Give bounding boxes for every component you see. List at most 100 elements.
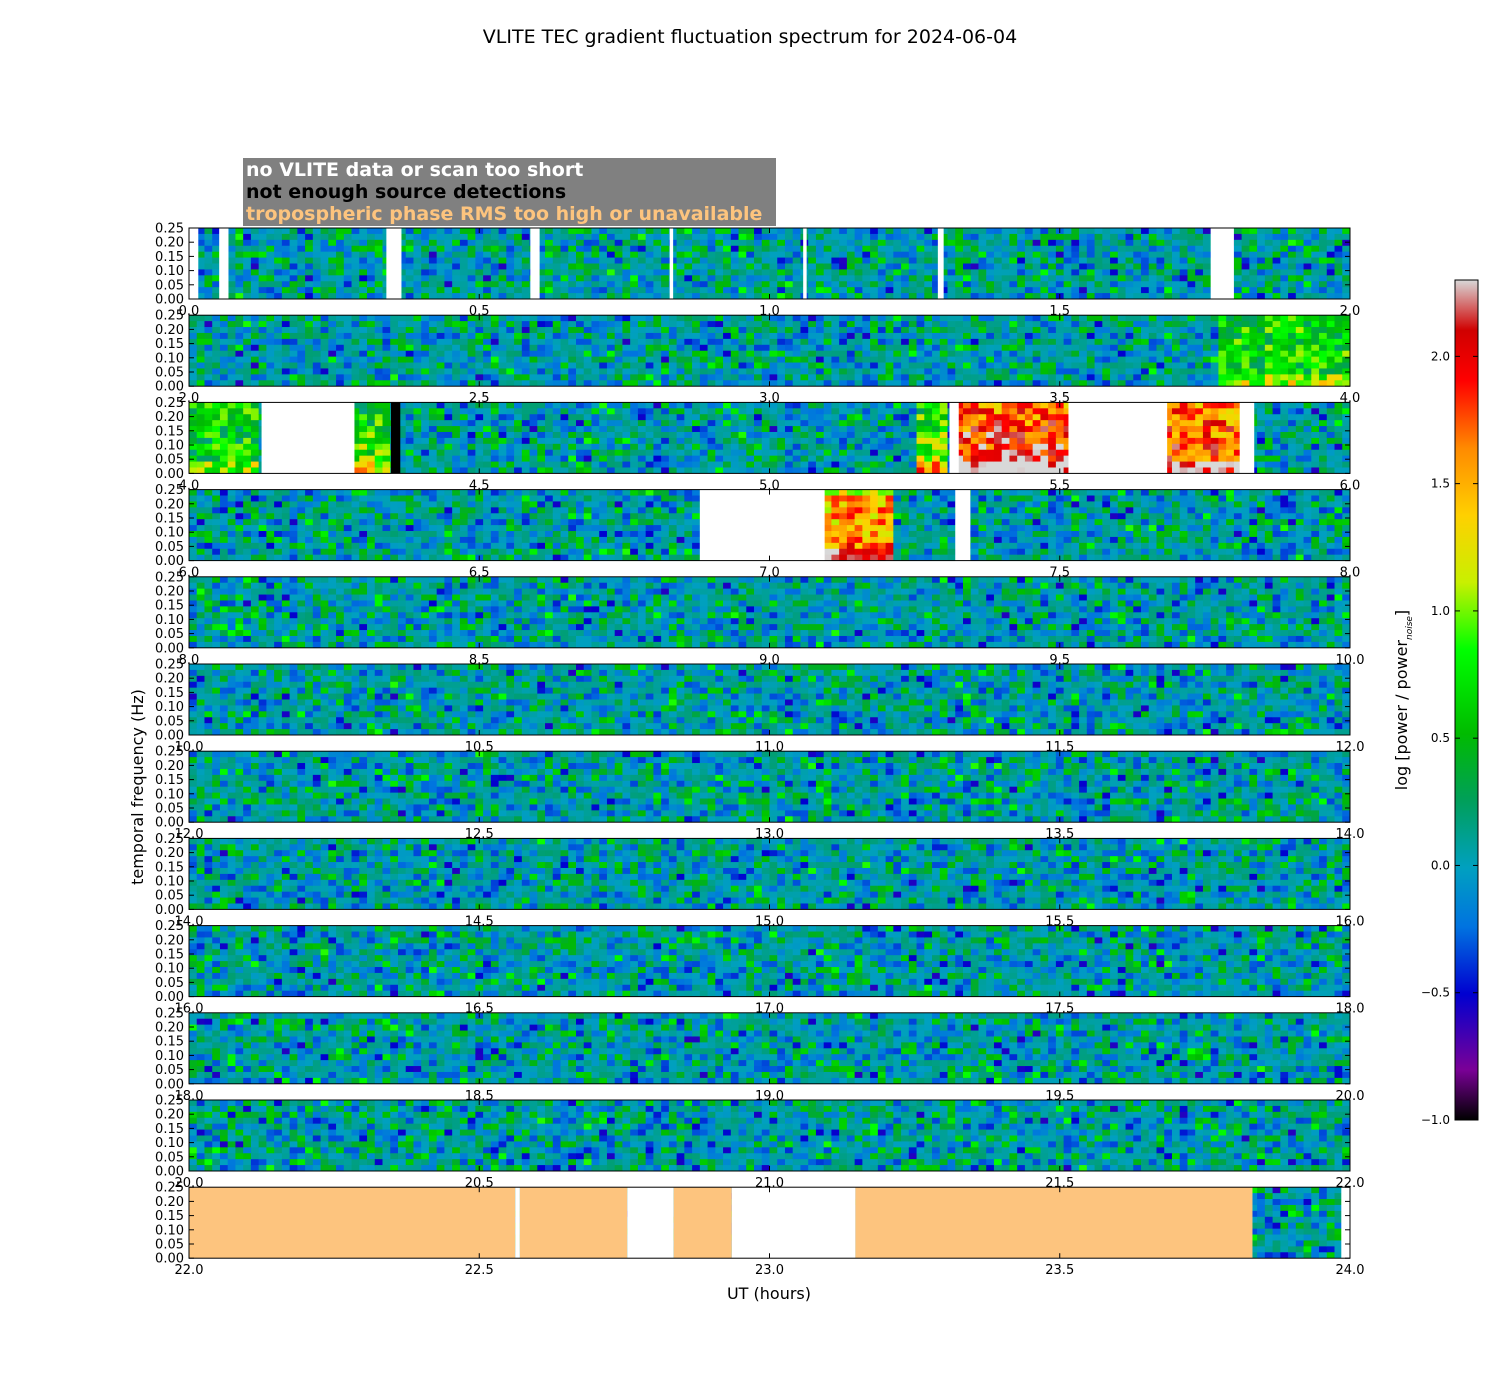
heatmap-cell (1342, 263, 1350, 271)
heatmap-cell (1024, 362, 1034, 370)
heatmap-cell (738, 245, 747, 253)
heatmap-cell (854, 443, 863, 451)
heatmap-cell (545, 443, 554, 451)
heatmap-cell (343, 228, 353, 235)
heatmap-cell (305, 245, 314, 253)
heatmap-cell (839, 443, 848, 451)
heatmap-cell (552, 239, 562, 247)
heatmap-cell (599, 251, 608, 259)
heatmap-cell (428, 455, 438, 463)
heatmap-cell (986, 269, 995, 276)
heatmap-cell (839, 374, 848, 381)
heatmap-cell (622, 338, 631, 346)
heatmap-cell (367, 362, 376, 370)
heatmap-cell (645, 408, 654, 415)
heatmap-cell (498, 414, 507, 421)
heatmap-cell (978, 362, 987, 370)
heatmap-cell (932, 368, 941, 375)
heatmap-cell (738, 233, 747, 241)
heatmap-cell (266, 293, 275, 299)
heatmap-cell (552, 251, 562, 259)
heatmap-cell (754, 402, 763, 409)
heatmap-cell (305, 287, 314, 294)
heatmap-cell (552, 287, 562, 294)
heatmap-cell (336, 344, 345, 352)
heatmap-cell (305, 263, 314, 271)
heatmap-cell (483, 374, 492, 381)
heatmap-cell (800, 332, 809, 340)
heatmap-cell (808, 269, 817, 276)
heatmap-cell (274, 327, 283, 334)
heatmap-cell (707, 251, 716, 259)
heatmap-cell (258, 321, 267, 328)
heatmap-cell (452, 414, 461, 421)
heatmap-cell (506, 431, 515, 439)
heatmap-cell (1048, 362, 1057, 370)
heatmap-cell (452, 402, 461, 409)
heatmap-cell (1009, 338, 1018, 346)
heatmap-cell (854, 338, 863, 346)
heatmap-cell (877, 350, 887, 358)
heatmap-cell (1125, 245, 1134, 253)
heatmap-cell (1094, 327, 1103, 334)
heatmap-cell (1148, 263, 1158, 271)
heatmap-cell (707, 431, 716, 439)
heatmap-cell (514, 443, 523, 451)
heatmap-cell (676, 414, 685, 421)
heatmap-cell (576, 239, 585, 247)
heatmap-cell (475, 431, 484, 439)
heatmap-cell (854, 269, 863, 276)
heatmap-cell (839, 287, 848, 294)
heatmap-cell (1179, 356, 1189, 364)
heatmap-cell (459, 408, 469, 415)
heatmap-cell (227, 437, 237, 445)
heatmap-cell (754, 426, 763, 433)
y-tick-label: 0.15 (155, 250, 184, 265)
heatmap-cell (1187, 374, 1196, 381)
heatmap-cell (545, 332, 554, 340)
heatmap-cell (591, 461, 600, 469)
heatmap-cell (885, 420, 894, 427)
heatmap-cell (746, 455, 755, 463)
heatmap-cell (815, 257, 825, 265)
heatmap-cell (1272, 315, 1281, 322)
heatmap-cell (1110, 269, 1119, 276)
heatmap-cell (397, 228, 407, 235)
heatmap-cell (227, 368, 237, 375)
heatmap-cell (761, 437, 771, 445)
heatmap-cell (1288, 380, 1297, 387)
heatmap-cell (250, 408, 260, 415)
heatmap-cell (459, 275, 469, 282)
heatmap-cell (599, 228, 608, 235)
heatmap-cell (521, 245, 531, 253)
heatmap-cell (792, 228, 802, 235)
heatmap-cell (250, 281, 260, 288)
heatmap-cell (328, 362, 337, 370)
heatmap-cell (514, 380, 523, 387)
heatmap-cell (359, 233, 368, 241)
heatmap-cell (653, 338, 662, 346)
heatmap-cell (506, 467, 515, 474)
heatmap-cell (1195, 362, 1204, 370)
heatmap-cell (707, 408, 716, 415)
heatmap-cell (630, 281, 639, 288)
heatmap-cell (1148, 356, 1158, 364)
heatmap-cell (908, 426, 918, 433)
heatmap-cell (274, 281, 283, 288)
heatmap-cell (1264, 287, 1274, 294)
heatmap-cell (839, 228, 848, 235)
heatmap-cell (808, 281, 817, 288)
heatmap-cell (1164, 269, 1173, 276)
heatmap-cell (1233, 257, 1243, 265)
heatmap-cell (1288, 321, 1297, 328)
heatmap-cell (506, 455, 515, 463)
heatmap-cell (622, 327, 631, 334)
heatmap-cell (475, 374, 484, 381)
heatmap-cell (1071, 257, 1080, 265)
heatmap-cell (545, 455, 554, 463)
heatmap-cell (692, 321, 701, 328)
heatmap-cell (1171, 233, 1181, 241)
heatmap-cell (761, 257, 771, 265)
heatmap-cell (552, 233, 562, 241)
heatmap-cell (777, 426, 786, 433)
